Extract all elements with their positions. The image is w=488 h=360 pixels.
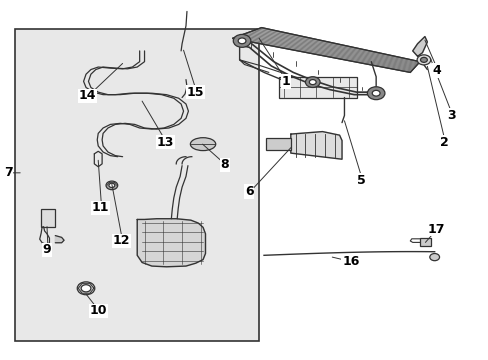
- Text: 14: 14: [79, 89, 96, 102]
- Circle shape: [305, 77, 320, 87]
- Circle shape: [371, 90, 379, 96]
- Circle shape: [233, 35, 250, 47]
- Bar: [419, 238, 430, 246]
- Bar: [278, 77, 356, 98]
- Text: 5: 5: [356, 174, 365, 186]
- Circle shape: [238, 38, 245, 44]
- Circle shape: [109, 183, 115, 188]
- Text: 8: 8: [220, 158, 229, 171]
- Circle shape: [429, 253, 439, 261]
- Text: 4: 4: [432, 64, 441, 77]
- Polygon shape: [412, 37, 427, 56]
- Text: 16: 16: [342, 255, 359, 268]
- Text: 15: 15: [186, 86, 204, 99]
- Polygon shape: [232, 28, 419, 72]
- Text: 12: 12: [113, 234, 130, 247]
- Text: 6: 6: [244, 185, 253, 198]
- Circle shape: [106, 181, 118, 190]
- Ellipse shape: [190, 138, 215, 150]
- Text: 10: 10: [89, 305, 107, 318]
- Circle shape: [309, 80, 316, 85]
- Polygon shape: [137, 219, 205, 267]
- Circle shape: [77, 282, 95, 295]
- Text: 11: 11: [92, 202, 109, 215]
- Text: 9: 9: [42, 243, 51, 256]
- Bar: [266, 138, 290, 149]
- Circle shape: [366, 87, 384, 100]
- Bar: [41, 209, 55, 226]
- Polygon shape: [290, 132, 341, 159]
- Text: 2: 2: [439, 136, 448, 149]
- Text: 13: 13: [157, 136, 174, 149]
- Text: 7: 7: [3, 166, 12, 179]
- Circle shape: [420, 57, 427, 62]
- Text: 3: 3: [447, 109, 455, 122]
- Polygon shape: [55, 235, 64, 243]
- Circle shape: [416, 55, 430, 65]
- Text: 1: 1: [281, 75, 290, 88]
- Text: 17: 17: [427, 222, 444, 236]
- Circle shape: [81, 285, 91, 292]
- Bar: [15, 30, 259, 341]
